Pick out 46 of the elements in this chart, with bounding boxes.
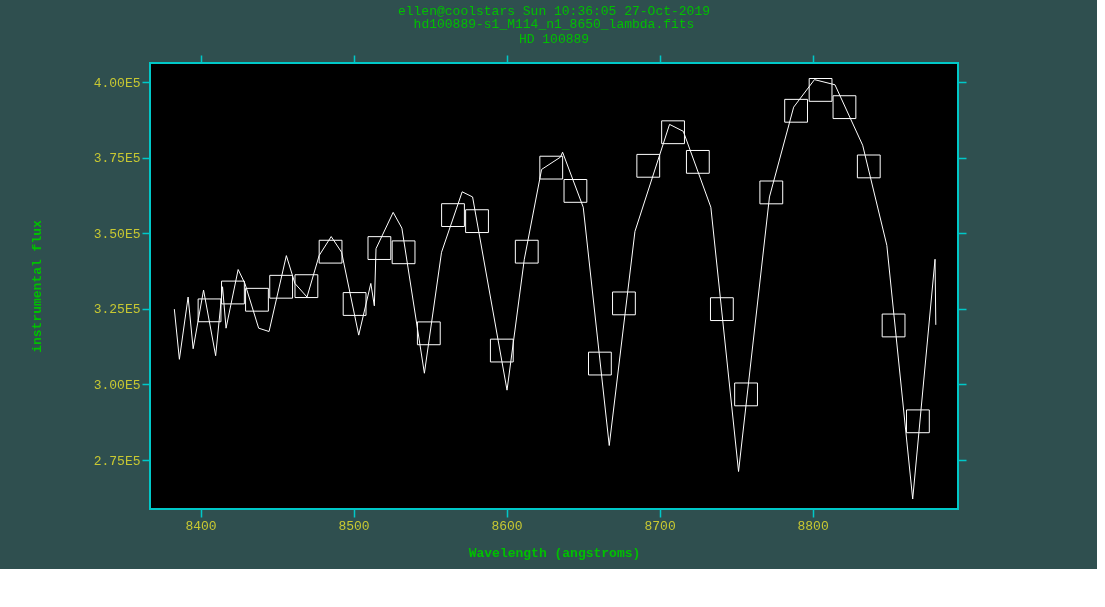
point: [808, 78, 833, 102]
point: [685, 149, 710, 174]
point: [391, 240, 416, 265]
y-tick-label: 4.00E5: [93, 75, 141, 91]
point: [881, 313, 906, 338]
x-tick-label: 8700: [644, 518, 676, 534]
point: [489, 338, 514, 363]
point: [197, 298, 222, 323]
point: [269, 274, 294, 299]
chart-title: ellen@coolstars Sun 10:36:05 27-Oct-2019: [397, 4, 711, 20]
x-tick-label: 8500: [338, 518, 370, 534]
y-tick-label: 3.75E5: [93, 151, 141, 167]
point: [514, 239, 539, 264]
point: [709, 297, 734, 322]
x-tick-label: 8400: [185, 518, 217, 534]
y-axis-title: instrumental flux: [29, 219, 45, 353]
point: [318, 239, 343, 264]
y-tick-label: 3.00E5: [93, 377, 141, 393]
point: [832, 95, 857, 120]
point: [441, 203, 465, 227]
point: [342, 292, 367, 316]
point: [367, 236, 392, 260]
point: [416, 321, 441, 346]
point: [588, 351, 612, 376]
point: [856, 154, 881, 179]
y-tick-label: 2.75E5: [93, 453, 141, 469]
point: [661, 120, 685, 145]
y-tick-label: 3.25E5: [93, 302, 141, 318]
x-tick-label: 8600: [491, 518, 523, 534]
point: [784, 98, 808, 123]
point: [759, 180, 784, 205]
y-tick-label: 3.50E5: [93, 226, 141, 242]
point: [906, 409, 930, 434]
point: [245, 287, 269, 312]
point: [563, 179, 588, 203]
line-series: [173, 79, 937, 500]
point: [465, 209, 489, 234]
chart-subtitle: hd100889-s1_M114_n1_8650_lambda.fits HD 100889: [413, 17, 695, 48]
point: [612, 291, 636, 316]
point: [221, 280, 245, 305]
x-axis-title: Wavelength (angstroms): [468, 545, 641, 561]
point: [734, 382, 758, 407]
point: [636, 153, 661, 178]
x-tick-label: 8800: [797, 518, 829, 534]
point: [539, 155, 564, 180]
point: [294, 274, 319, 299]
